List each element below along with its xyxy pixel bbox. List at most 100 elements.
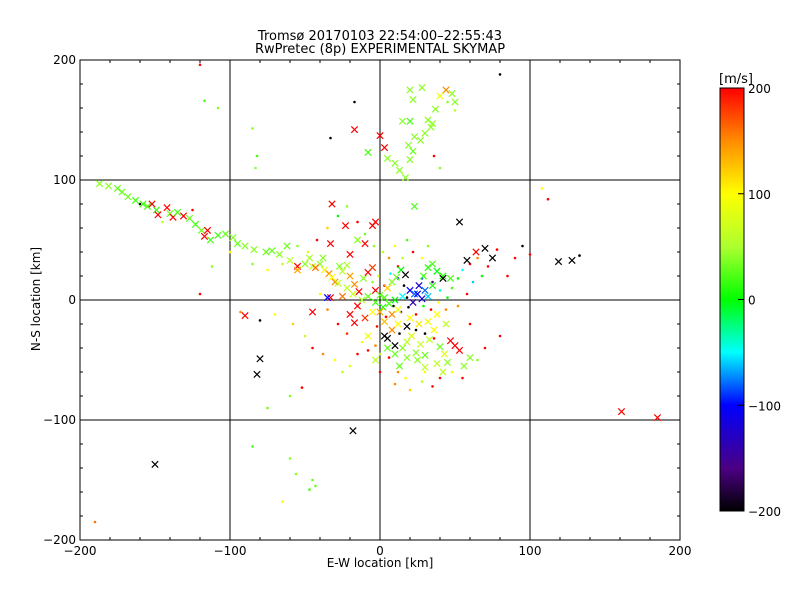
- data-point-cross: [163, 203, 171, 212]
- data-point-cross: [305, 254, 314, 262]
- data-point-cross: [301, 260, 309, 268]
- data-point-small: [311, 478, 314, 482]
- data-point-small: [378, 352, 382, 356]
- data-point-small: [356, 352, 359, 356]
- data-point-small: [228, 250, 232, 254]
- data-point-cross: [419, 272, 428, 280]
- data-point-cross: [316, 260, 324, 268]
- data-point-cross: [415, 320, 423, 328]
- data-point-cross: [346, 250, 354, 259]
- data-point-cross: [388, 326, 396, 334]
- data-point-cross: [401, 173, 410, 182]
- data-point-small: [540, 187, 544, 190]
- data-point-small: [381, 250, 385, 254]
- data-point-cross: [407, 332, 416, 340]
- data-point-small: [420, 380, 424, 383]
- data-point-cross: [436, 92, 444, 100]
- data-point-small: [423, 332, 427, 335]
- data-point-cross: [214, 231, 222, 239]
- data-point-small: [402, 284, 406, 287]
- data-point-small: [431, 385, 434, 388]
- data-point-cross: [446, 274, 455, 283]
- data-point-small: [341, 370, 344, 374]
- data-point-small: [375, 325, 379, 328]
- data-point-small: [407, 305, 410, 309]
- data-point-cross: [368, 263, 377, 272]
- data-point-cross: [481, 244, 489, 253]
- data-point-small: [258, 319, 262, 322]
- data-point-cross: [395, 166, 404, 175]
- data-point-small: [336, 214, 340, 218]
- y-tick-label: 200: [53, 53, 76, 67]
- colorbar-label: [m/s]: [719, 72, 753, 87]
- data-point-small: [288, 394, 292, 398]
- data-point-cross: [431, 105, 440, 113]
- data-point-small: [438, 166, 442, 170]
- data-point-small: [396, 370, 400, 374]
- data-point-small: [336, 322, 340, 326]
- data-point-cross: [421, 286, 429, 295]
- data-point-small: [431, 280, 434, 284]
- data-point-cross: [439, 272, 447, 280]
- data-point-cross: [275, 250, 284, 259]
- data-point-small: [93, 520, 97, 524]
- data-point-cross: [241, 311, 249, 320]
- data-point-small: [191, 208, 194, 212]
- data-point-cross: [355, 287, 363, 296]
- data-point-cross: [421, 129, 429, 137]
- data-point-small: [371, 280, 374, 284]
- data-point-cross: [455, 346, 464, 355]
- data-point-small: [266, 268, 269, 272]
- data-point-cross: [229, 233, 237, 242]
- x-tick-label: 0: [376, 544, 384, 558]
- data-point-cross: [139, 200, 147, 208]
- data-point-small: [476, 256, 479, 260]
- data-point-small: [161, 220, 164, 224]
- data-point-cross: [338, 292, 347, 301]
- data-point-cross: [326, 239, 335, 248]
- data-point-small: [411, 250, 415, 254]
- data-point-cross: [233, 239, 242, 248]
- data-point-small: [429, 308, 433, 311]
- data-point-cross: [554, 257, 563, 266]
- data-point-cross: [391, 159, 399, 167]
- data-point-cross: [113, 184, 122, 193]
- data-point-small: [446, 100, 449, 104]
- data-point-cross: [403, 322, 411, 331]
- data-point-cross: [394, 320, 402, 328]
- y-axis-label: N-S location [km]: [29, 247, 43, 351]
- data-point-cross: [460, 362, 468, 370]
- data-point-cross: [416, 136, 425, 145]
- data-point-cross: [358, 296, 366, 304]
- chart-title: Tromsø 20170103 22:54:00–22:55:43: [257, 29, 502, 44]
- data-point-cross: [409, 147, 417, 155]
- data-point-cross: [95, 179, 104, 188]
- data-point-cross: [323, 293, 332, 302]
- data-point-cross: [379, 303, 387, 311]
- data-point-cross: [409, 95, 417, 104]
- x-tick-label: −200: [64, 544, 97, 558]
- data-point-cross: [143, 202, 152, 211]
- data-point-cross: [364, 148, 372, 157]
- data-point-small: [363, 232, 367, 236]
- data-point-small: [498, 334, 502, 338]
- data-point-cross: [383, 344, 392, 352]
- data-point-small: [348, 364, 352, 368]
- data-point-cross: [320, 266, 329, 274]
- data-point-cross: [334, 279, 342, 287]
- data-point-cross: [398, 292, 407, 301]
- data-point-small: [506, 274, 509, 278]
- data-point-cross: [406, 86, 414, 94]
- data-point-small: [465, 292, 469, 296]
- data-point-cross: [410, 202, 419, 211]
- chart-subtitle: RwPretec (8p) EXPERIMENTAL SKYMAP: [255, 42, 505, 57]
- data-point-small: [384, 315, 388, 319]
- data-point-small: [438, 289, 442, 292]
- data-point-small: [255, 154, 259, 158]
- data-point-small: [266, 406, 269, 410]
- data-point-cross: [418, 83, 426, 92]
- data-point-cross: [433, 359, 441, 368]
- data-point-small: [393, 382, 397, 386]
- data-point-small: [426, 244, 430, 248]
